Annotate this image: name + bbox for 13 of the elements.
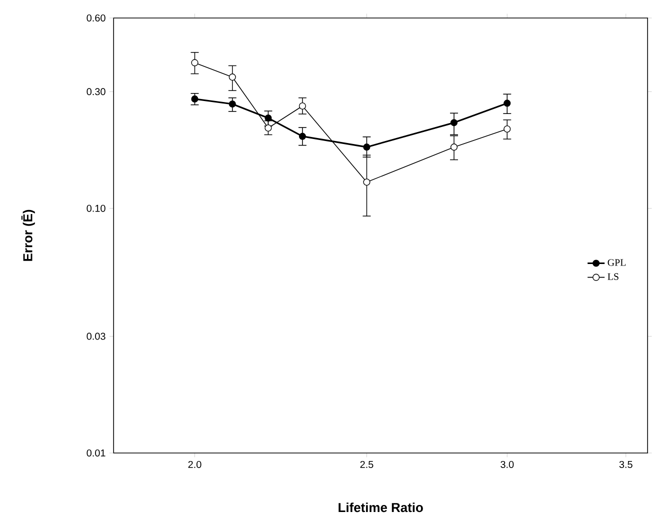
y-axis-title: Error (Ē)	[21, 210, 35, 261]
x-tick-label: 2.5	[360, 460, 374, 468]
y-tick-label: 0.30	[86, 88, 106, 96]
y-tick-label: 0.01	[86, 449, 106, 457]
y-tick-label: 0.60	[86, 14, 106, 22]
legend-label: LS	[608, 273, 618, 280]
y-tick-label: 0.03	[86, 332, 106, 340]
x-axis-title: Lifetime Ratio	[338, 502, 423, 512]
x-tick-label: 3.0	[500, 460, 514, 468]
x-tick-label: 2.0	[188, 460, 202, 468]
x-tick-label: 3.5	[619, 460, 632, 468]
legend-label: GPL	[608, 259, 626, 266]
y-tick-label: 0.10	[86, 204, 106, 212]
